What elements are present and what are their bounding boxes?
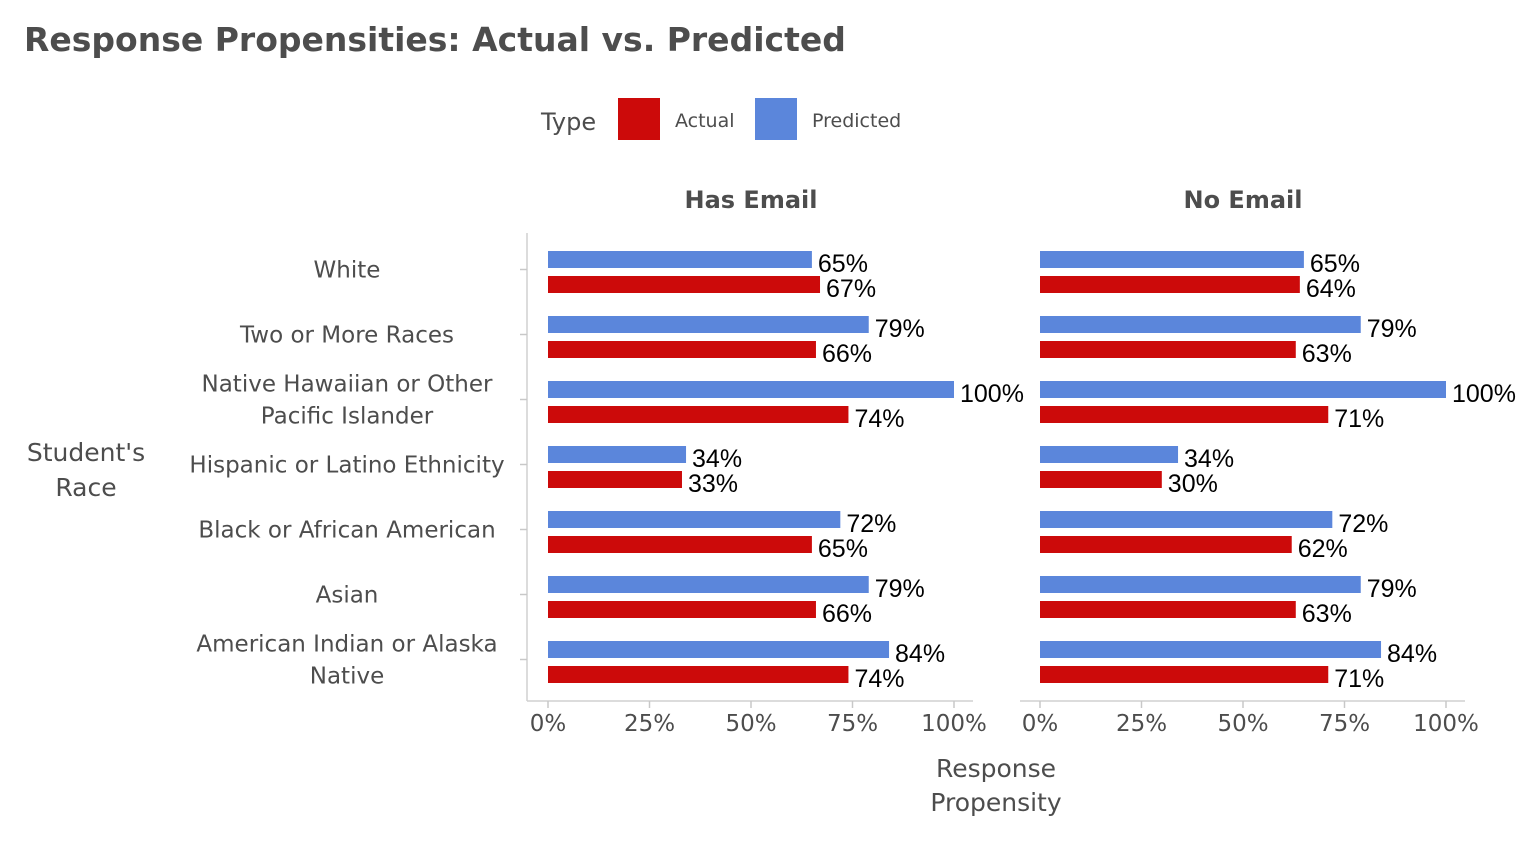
category-label: Black or African American: [198, 518, 495, 544]
data-label: 65%: [1310, 250, 1360, 278]
x-tick-label: 50%: [725, 711, 776, 737]
legend-label-actual: Actual: [675, 110, 735, 132]
facet-title: Has Email: [685, 186, 818, 214]
data-label: 64%: [1306, 275, 1356, 303]
data-label: 84%: [1387, 640, 1437, 668]
bar-predicted: [548, 251, 812, 268]
bar-actual: [548, 341, 816, 358]
bar-predicted: [1040, 251, 1304, 268]
legend-label-predicted: Predicted: [812, 110, 901, 132]
data-label: 67%: [826, 275, 876, 303]
x-tick-label: 75%: [827, 711, 878, 737]
category-label: White: [314, 258, 381, 284]
legend-swatch-predicted: [755, 98, 797, 140]
data-label: 84%: [895, 640, 945, 668]
category-label: Native Hawaiian or Other: [202, 372, 494, 398]
data-label: 65%: [818, 250, 868, 278]
category-label: Hispanic or Latino Ethnicity: [189, 453, 504, 479]
data-label: 74%: [854, 405, 904, 433]
data-label: 30%: [1168, 470, 1218, 498]
x-tick-label: 75%: [1319, 711, 1370, 737]
category-label: American Indian or Alaska: [196, 632, 497, 658]
bar-actual: [1040, 666, 1329, 683]
category-label: Native: [310, 664, 384, 690]
bar-actual: [548, 276, 821, 293]
data-label: 66%: [822, 600, 872, 628]
x-tick-label: 25%: [1116, 711, 1167, 737]
data-label: 79%: [1367, 315, 1417, 343]
legend-swatch-actual: [618, 98, 660, 140]
data-label: 100%: [1452, 380, 1516, 408]
bar-actual: [1040, 601, 1296, 618]
data-label: 79%: [875, 575, 925, 603]
bar-actual: [548, 471, 682, 488]
data-label: 72%: [846, 510, 896, 538]
x-tick-label: 0%: [1022, 711, 1059, 737]
x-tick-label: 0%: [530, 711, 567, 737]
data-label: 100%: [960, 380, 1024, 408]
data-label: 33%: [688, 470, 738, 498]
x-axis-title: Propensity: [930, 788, 1062, 817]
y-axis-title: Student's: [27, 438, 145, 467]
data-label: 66%: [822, 340, 872, 368]
x-tick-label: 100%: [1413, 711, 1479, 737]
bar-predicted: [1040, 381, 1446, 398]
bar-actual: [548, 536, 812, 553]
bar-predicted: [1040, 641, 1382, 658]
data-label: 79%: [1367, 575, 1417, 603]
plot-area: White Two or More Races Native Hawaiian or…: [27, 186, 1516, 817]
category-label: Asian: [316, 583, 379, 609]
bar-actual: [548, 406, 849, 423]
facet-title: No Email: [1184, 186, 1303, 214]
data-label: 79%: [875, 315, 925, 343]
legend: Type Actual Predicted: [540, 98, 901, 140]
legend-title: Type: [540, 108, 596, 136]
data-label: 74%: [854, 665, 904, 693]
y-axis-title: Race: [55, 473, 116, 502]
chart-title: Response Propensities: Actual vs. Predic…: [24, 20, 846, 59]
bar-actual: [1040, 276, 1300, 293]
data-label: 34%: [1184, 445, 1234, 473]
bar-predicted: [548, 446, 687, 463]
bar-predicted: [1040, 316, 1361, 333]
data-label: 72%: [1338, 510, 1388, 538]
bar-predicted: [1040, 511, 1333, 528]
bar-actual: [1040, 536, 1292, 553]
data-label: 65%: [818, 535, 868, 563]
bar-predicted: [1040, 446, 1179, 463]
data-label: 62%: [1298, 535, 1348, 563]
bar-actual: [548, 601, 816, 618]
bar-predicted: [548, 316, 869, 333]
bar-predicted: [548, 641, 890, 658]
data-label: 34%: [692, 445, 742, 473]
bar-actual: [1040, 341, 1296, 358]
x-tick-label: 25%: [624, 711, 675, 737]
x-axis-title: Response: [936, 754, 1056, 783]
x-tick-label: 100%: [921, 711, 987, 737]
bar-predicted: [548, 576, 869, 593]
bar-predicted: [548, 381, 954, 398]
x-tick-label: 50%: [1217, 711, 1268, 737]
bar-actual: [548, 666, 849, 683]
data-label: 71%: [1334, 405, 1384, 433]
category-label: Pacific Islander: [261, 404, 434, 430]
bar-actual: [1040, 471, 1162, 488]
bar-predicted: [1040, 576, 1361, 593]
data-label: 63%: [1302, 600, 1352, 628]
data-label: 71%: [1334, 665, 1384, 693]
bar-actual: [1040, 406, 1329, 423]
category-label: Two or More Races: [239, 323, 454, 349]
data-label: 63%: [1302, 340, 1352, 368]
bar-predicted: [548, 511, 841, 528]
